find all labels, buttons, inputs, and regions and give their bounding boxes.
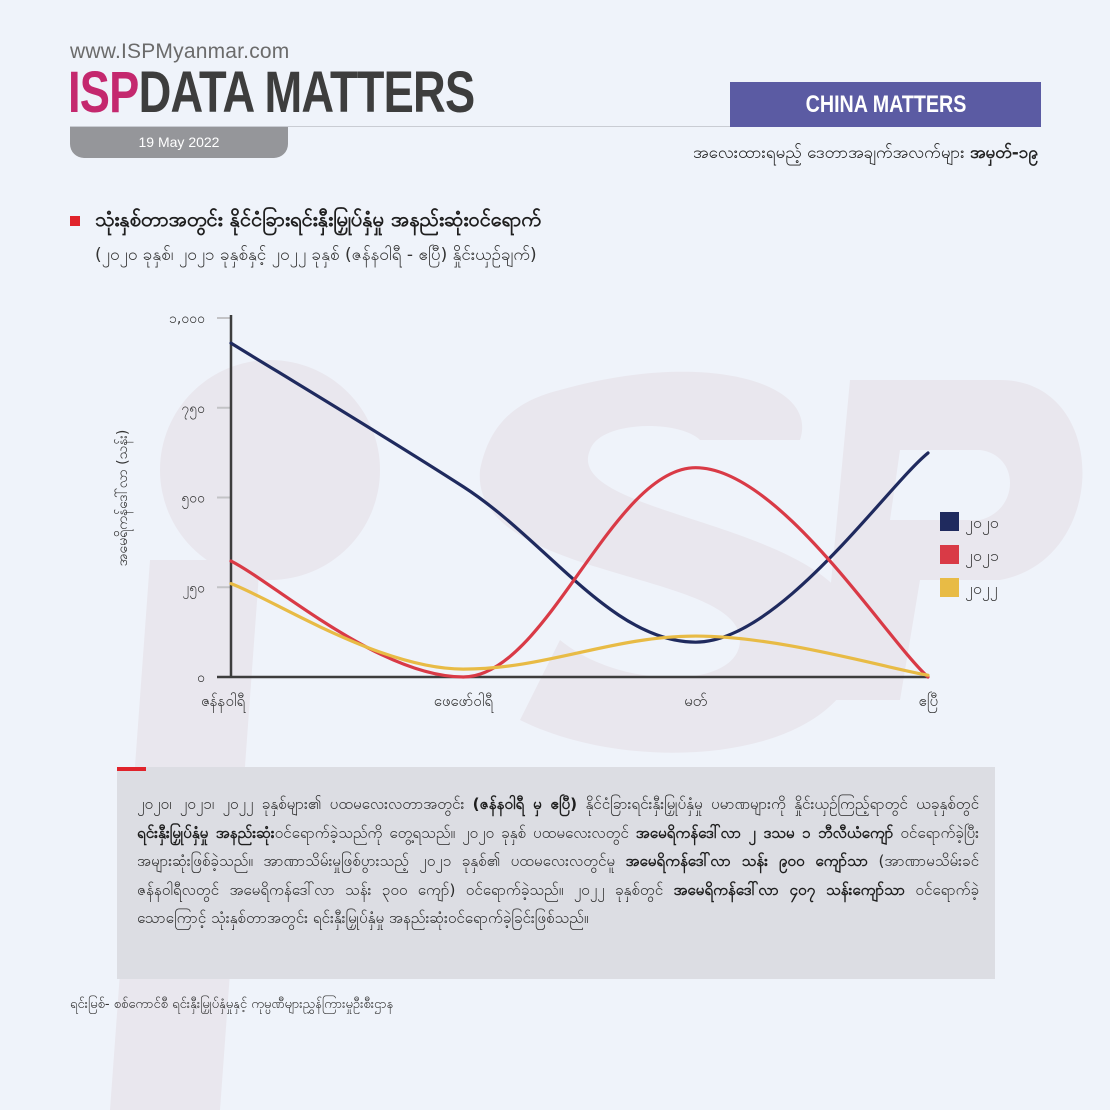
summary-highlight: (ဇန်နဝါရီ မှ ဧပြီ) bbox=[472, 795, 578, 813]
summary-text-segment: (အာဏာမသိမ်းခင် ဇန်နဝါရီလတွင် အမေရိကန်ဒေါ… bbox=[137, 852, 979, 899]
source-note: ရင်းမြစ်- စစ်ကောင်စီ ရင်းနှီးမြှုပ်နှံမှ… bbox=[70, 997, 394, 1012]
site-url[interactable]: www.ISPMyanmar.com bbox=[70, 40, 290, 63]
watermark-p bbox=[820, 380, 1083, 700]
x-tick-label: ဇန်နဝါရီ bbox=[201, 692, 246, 713]
x-tick-label: ဧပြီ bbox=[918, 692, 938, 713]
summary-text-segment: ဝင်ရောက်ခဲ့သောကြောင့် သုံးနှစ်တာအတွင်း ရ… bbox=[137, 880, 979, 928]
legend-label: ၂၀၂၁ bbox=[965, 546, 999, 568]
banner-label: CHINA MATTERS bbox=[805, 91, 966, 118]
legend-swatch bbox=[940, 545, 959, 564]
summary-accent-bar bbox=[117, 767, 146, 771]
legend-swatch bbox=[940, 578, 959, 597]
date-badge: 19 May 2022 bbox=[70, 127, 288, 158]
y-axis-label-group: အမေရိကန်ဒေါ်လာ (သန်း) bbox=[115, 430, 133, 567]
series-line-၂၀၂၂ bbox=[229, 582, 930, 677]
y-tick-label: ၅၀၀ bbox=[181, 491, 205, 509]
summary-highlight: ရင်းနှီးမြှုပ်နှံမှု အနည်းဆုံး bbox=[137, 823, 275, 842]
series-title: အလေးထားရမည့် ဒေတာအချက်အလက်များ အမှတ်-၁၉ bbox=[693, 142, 1038, 167]
series-number: အမှတ်-၁၉ bbox=[969, 143, 1038, 163]
chart-title: သုံးနှစ်တာအတွင်း နိုင်ငံခြားရင်းနှီးမြှု… bbox=[95, 207, 541, 231]
chart-subtitle: (၂၀၂၀ ခုနှစ်၊ ၂၀၂၁ ခုနှစ်နှင့် ၂၀၂၂ ခုနှ… bbox=[95, 245, 537, 265]
series-line-၂၀၂၁ bbox=[229, 466, 930, 679]
isp-data-matters-logo: ISPDATA MATTERS bbox=[68, 64, 475, 122]
summary-highlight: အမေရိကန်ဒေါ်လာ သန်း ၉၀၀ ကျော်သာ bbox=[625, 852, 869, 870]
legend-label: ၂၀၂၂ bbox=[965, 579, 998, 601]
series-label: အလေးထားရမည့် ဒေတာအချက်အလက်များ bbox=[693, 143, 965, 163]
y-tick-label: ၁,၀၀၀ bbox=[169, 311, 205, 327]
x-tick-label: ဖေဖော်ဝါရီ bbox=[434, 692, 495, 713]
summary-text-segment: ဝင်ရောက်ခဲ့သည်ကို တွေ့ရသည်။ ၂၀၂၀ ခုနှစ် … bbox=[274, 823, 636, 842]
y-tick-label: ၀ bbox=[197, 670, 205, 686]
china-matters-banner: CHINA MATTERS bbox=[730, 82, 1041, 127]
summary-paragraph: ၂၀၂၀၊ ၂၀၂၁၊ ၂၀၂၂ ခုနှစ်များ၏ ပထမလေးလတာအတ… bbox=[137, 790, 979, 933]
legend-label: ၂၀၂၀ bbox=[965, 513, 999, 535]
summary-text-segment: ဝင်ရောက်ခဲ့ပြီး အများဆုံးဖြစ်ခဲ့သည်။ အာဏ… bbox=[137, 823, 980, 871]
watermark-dot bbox=[160, 360, 380, 580]
summary-text-segment: နိုင်ငံခြားရင်းနှီးမြှုပ်နှံမှု ပမာဏများ… bbox=[577, 795, 979, 813]
y-tick-label: ၂၅၀ bbox=[182, 580, 205, 598]
summary-highlight: အမေရိကန်ဒေါ်လာ ၄၀၇ သန်းကျော်သာ bbox=[673, 880, 906, 899]
header-divider bbox=[70, 126, 1040, 127]
watermark-s bbox=[479, 371, 860, 753]
legend-swatch bbox=[940, 512, 959, 531]
fdi-line-chart: အမေရိကန်ဒေါ်လာ (သန်း) ၀ ၂၅၀ ၅၀၀ ၇၅၀ ၁,၀၀၀ ဇန… bbox=[115, 311, 999, 713]
logo-isp: ISP bbox=[68, 60, 139, 125]
summary-text-segment: ၂၀၂၀၊ ၂၀၂၁၊ ၂၀၂၂ ခုနှစ်များ၏ ပထမလေးလတာအတ… bbox=[137, 795, 473, 813]
series-line-၂၀၂၀ bbox=[229, 341, 930, 644]
x-tick-label: မတ် bbox=[684, 692, 707, 710]
y-axis-label: အမေရိကန်ဒေါ်လာ (သန်း) bbox=[115, 430, 133, 567]
section-marker bbox=[70, 216, 80, 226]
logo-data-matters: DATA MATTERS bbox=[138, 60, 476, 125]
y-tick-label: ၇၅၀ bbox=[181, 401, 205, 419]
summary-highlight: အမေရိကန်ဒေါ်လာ ၂ ဒသမ ၁ ဘီလီယံကျော် bbox=[635, 823, 894, 842]
summary-box bbox=[117, 767, 995, 979]
